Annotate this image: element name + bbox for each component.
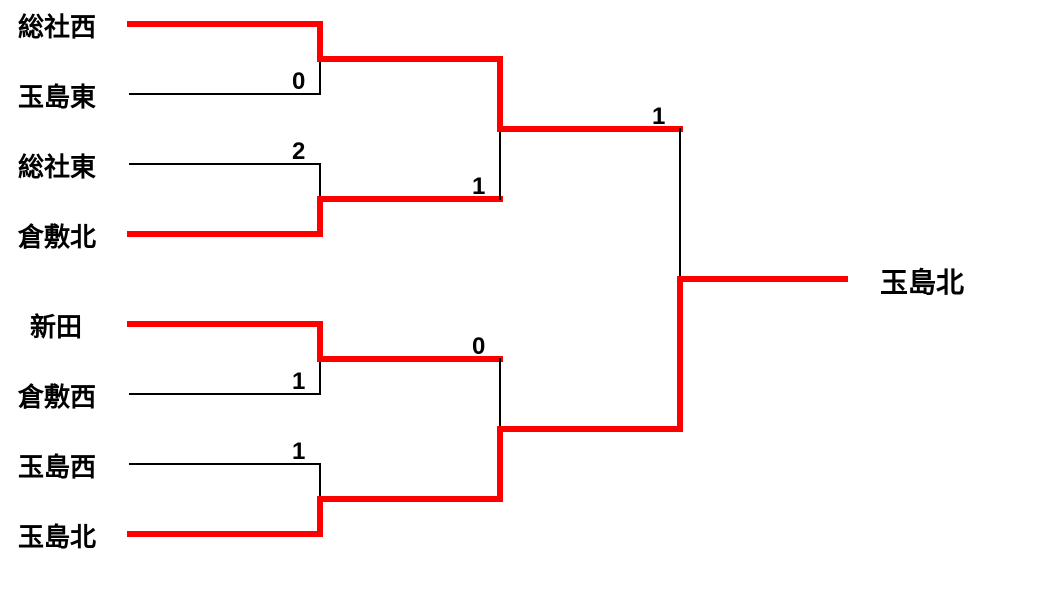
team-7: 玉島北 xyxy=(18,517,96,554)
score-m1-bot: 0 xyxy=(292,68,305,96)
winner-label: 玉島北 xyxy=(880,261,964,301)
team-5: 倉敷西 xyxy=(18,377,96,414)
score-qf-top-bot: 1 xyxy=(472,173,485,201)
bracket-container: 総社西 玉島東 総社東 倉敷北 新田 倉敷西 玉島西 玉島北 玉島北 0 2 1… xyxy=(0,0,1048,598)
team-1: 玉島東 xyxy=(18,77,96,114)
score-m2-top: 2 xyxy=(292,138,305,166)
team-6: 玉島西 xyxy=(18,447,96,484)
score-m4-top: 1 xyxy=(292,438,305,466)
team-2: 総社東 xyxy=(18,147,96,184)
team-0: 総社西 xyxy=(18,7,96,44)
score-qf-bot-top: 0 xyxy=(472,333,485,361)
score-m3-bot: 1 xyxy=(292,368,305,396)
team-3: 倉敷北 xyxy=(18,217,96,254)
team-4: 新田 xyxy=(30,307,82,344)
score-sf-top: 1 xyxy=(652,103,665,131)
